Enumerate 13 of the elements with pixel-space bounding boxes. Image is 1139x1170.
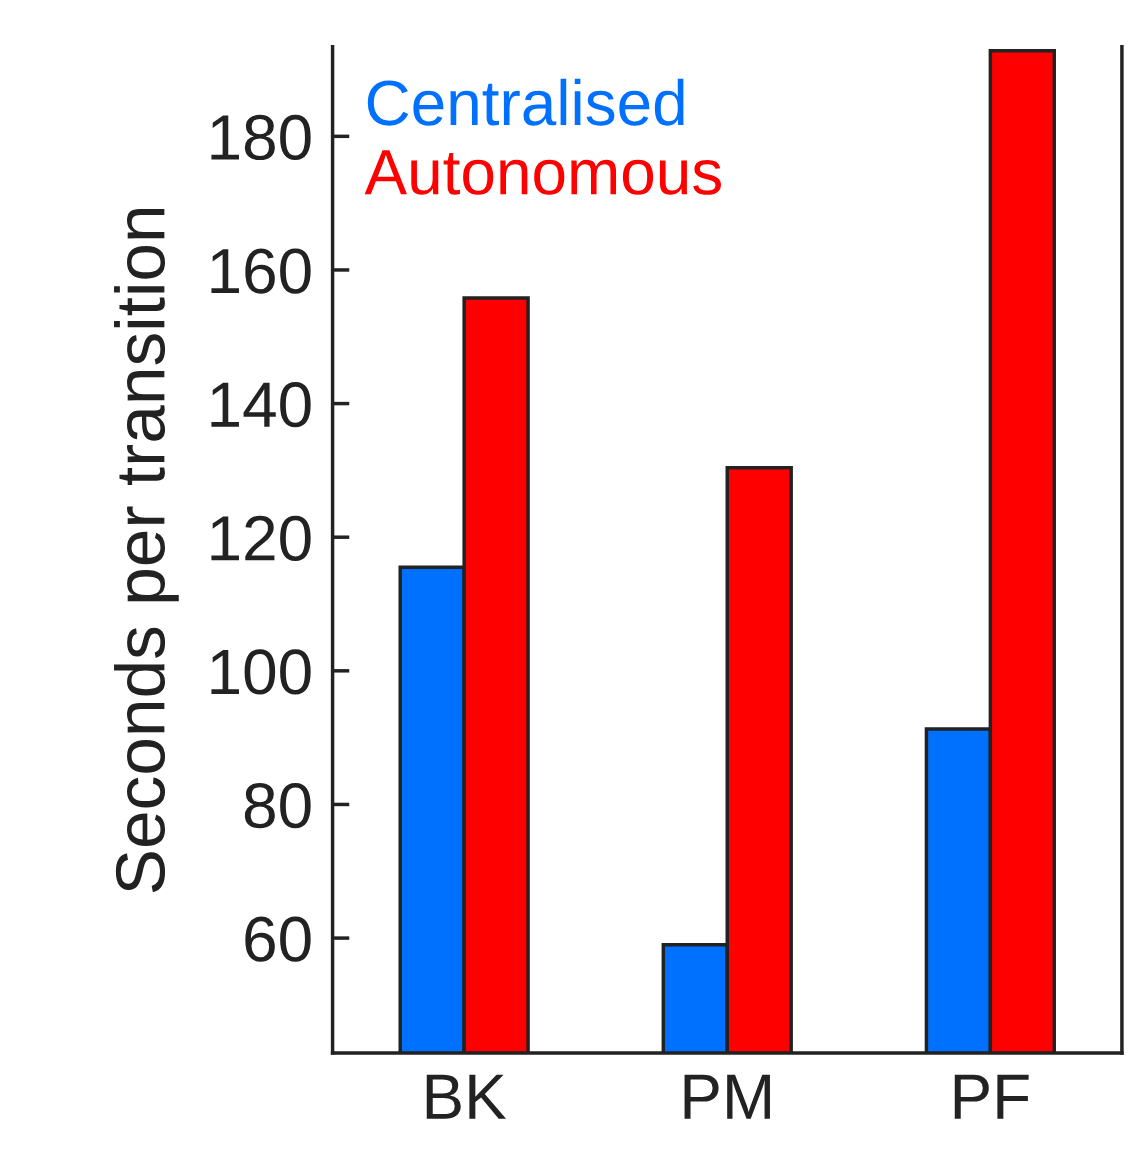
series-label: Autonomous [364,150,721,195]
y-tick-label: 180 [211,114,311,161]
y-tick-label: 60 [245,916,311,962]
x-tick-label: BK [426,1074,507,1119]
y-tick-label: 80 [244,782,311,829]
y-axis-title: Seconds per transition [114,208,179,893]
y-tick-label: 100 [211,649,311,695]
y-tick-label: 160 [211,248,311,294]
y-tick-label: 140 [211,382,311,428]
legend-label: Centralised [367,78,684,126]
x-tick-label: PF [954,1074,1029,1119]
y-tick-label: 120 [211,515,311,561]
x-tick-label: PM [684,1074,770,1119]
